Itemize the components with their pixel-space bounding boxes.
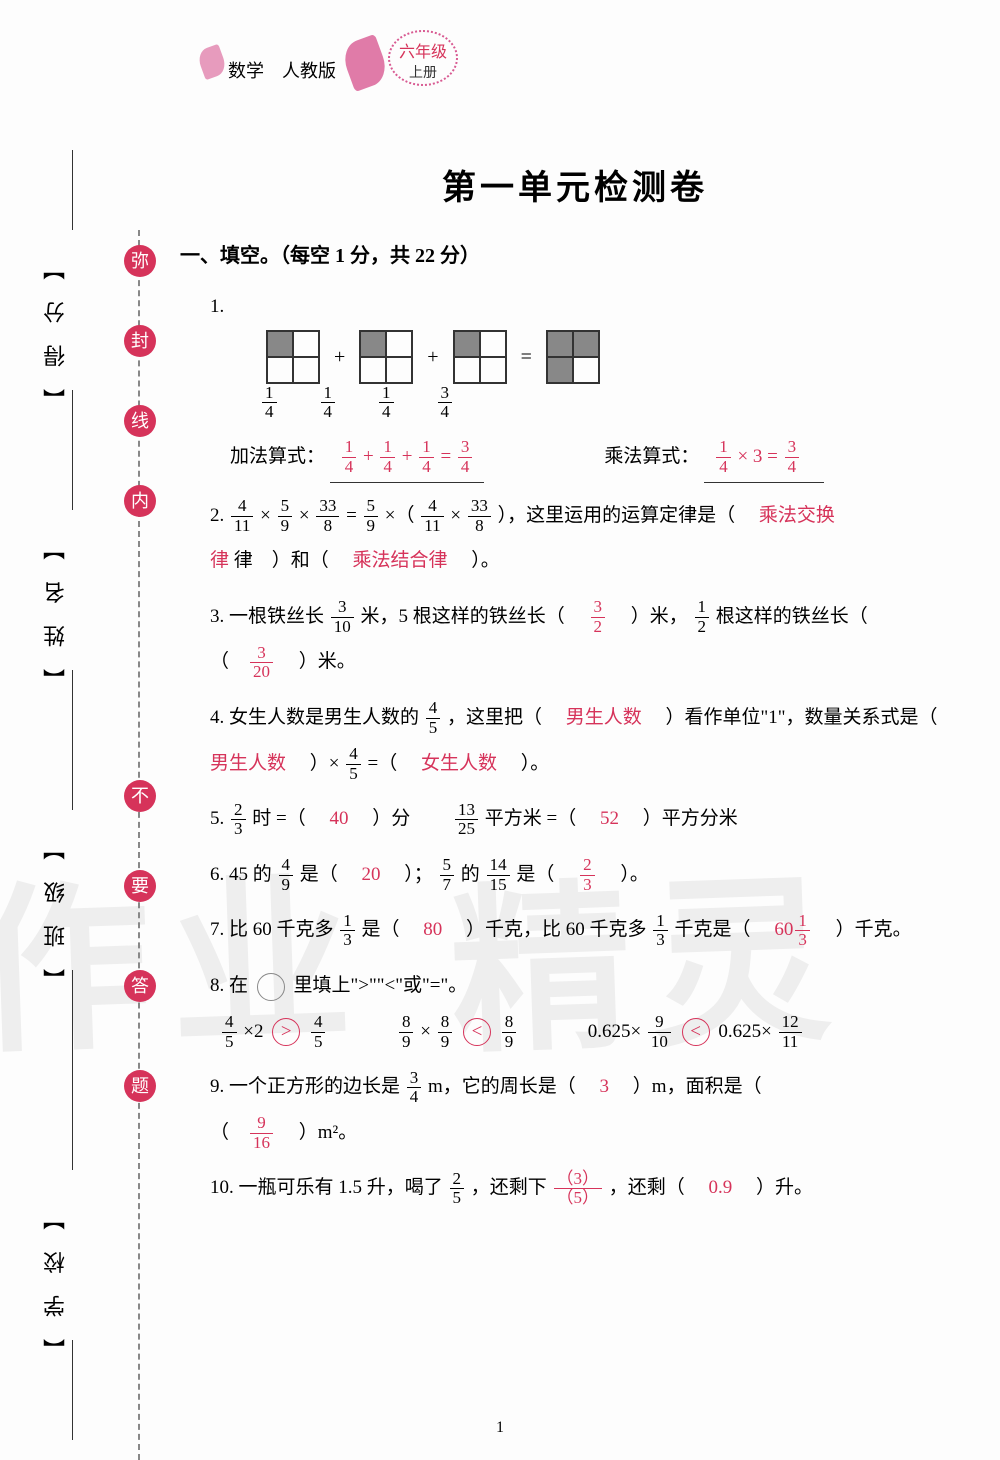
answer: 916 <box>250 1114 273 1152</box>
side-line <box>72 670 73 810</box>
class-label: 【 班 级 】 <box>40 830 72 991</box>
grid-icon <box>266 330 320 384</box>
grade-badge: 六年级 上册 <box>388 30 458 86</box>
answer: 52 <box>600 808 619 829</box>
badge: 题 <box>124 1070 156 1102</box>
answer: < <box>463 1018 491 1046</box>
question-7: 7. 比 60 千克多 13 是（ 80 ）千克，比 60 千克多 13 千克是… <box>210 907 970 953</box>
badge: 线 <box>124 405 156 437</box>
add-formula: 加法算式： 14 + 14 + 14 = 34 <box>230 434 484 483</box>
answer: 乘法结合律 <box>353 550 448 571</box>
answer: 3 <box>600 1076 610 1097</box>
answer: 80 <box>423 919 442 940</box>
answer: 20 <box>362 864 381 885</box>
answer: 男生人数 <box>566 707 642 728</box>
answer: 14 × 3 = 34 <box>704 434 824 483</box>
questions: 1. + + = 14 14 14 34 加法算式： 14 + <box>180 284 970 1211</box>
question-10: 10. 一瓶可乐有 1.5 升，喝了 25 ，还剩下 （3）（5） ，还剩（ 0… <box>210 1165 970 1211</box>
badge: 弥 <box>124 245 156 277</box>
plus: + <box>427 333 438 381</box>
grid-icon <box>359 330 413 384</box>
question-4: 4. 女生人数是男生人数的 45 ，这里把（ 男生人数 ）看作单位"1"，数量关… <box>210 695 970 786</box>
answer: < <box>682 1018 710 1046</box>
grid-icon <box>453 330 507 384</box>
page-header: 数学 人教版 六年级 上册 <box>200 30 550 120</box>
score-label: 【 得 分 】 <box>40 250 72 411</box>
main-content: 第一单元检测卷 一、填空。（每空 1 分，共 22 分） 1. + + = 14… <box>180 160 970 1221</box>
subject: 数学 <box>228 61 264 81</box>
edition: 人教版 <box>282 61 336 81</box>
side-line <box>72 390 73 510</box>
leaf-icon <box>196 44 229 80</box>
frac-label: 34 <box>438 384 453 422</box>
leaf-icon <box>339 34 391 92</box>
badge: 要 <box>124 870 156 902</box>
side-line <box>72 150 73 230</box>
answer: 320 <box>250 644 273 682</box>
badge: 封 <box>124 325 156 357</box>
frac-label: 14 <box>379 384 394 422</box>
blank-circle-icon <box>257 973 285 1001</box>
question-1: 1. + + = 14 14 14 34 加法算式： 14 + <box>210 284 970 483</box>
answer: 23 <box>580 856 595 894</box>
frac-label: 14 <box>262 384 277 422</box>
question-3: 3. 一根铁丝长 310 米，5 根这样的铁丝长（ 32 ）米， 12 根这样的… <box>210 594 970 685</box>
answer: 40 <box>329 808 348 829</box>
answer: （3）（5） <box>554 1170 603 1208</box>
answer: 0.9 <box>709 1177 733 1198</box>
answer: 乘法交换 <box>759 505 835 526</box>
answer: 32 <box>591 598 606 636</box>
page-number: 1 <box>0 1419 1000 1437</box>
answer: 14 + 14 + 14 = 34 <box>330 434 485 483</box>
mul-formula: 乘法算式： 14 × 3 = 34 <box>604 434 824 483</box>
plus: + <box>334 333 345 381</box>
side-line <box>72 1340 73 1440</box>
frac-label: 14 <box>321 384 336 422</box>
question-5: 5. 23 时 =（ 40 ）分 1325 平方米 =（ 52 ）平方分米 <box>210 796 970 842</box>
question-9: 9. 一个正方形的边长是 34 m，它的周长是（ 3 ）m，面积是（ （ 916… <box>210 1064 970 1155</box>
page-title: 第一单元检测卷 <box>180 160 970 209</box>
side-line <box>72 970 73 1170</box>
answer: 女生人数 <box>421 753 497 774</box>
equals: = <box>521 333 532 381</box>
qnum: 1. <box>210 296 224 317</box>
name-label: 【 姓 名 】 <box>40 530 72 691</box>
grade: 六年级 <box>399 44 447 61</box>
question-2: 2. 411 × 59 × 338 = 59 ×（ 411 × 338 ），这里… <box>210 493 970 584</box>
school-label: 【 学 校 】 <box>40 1200 72 1361</box>
answer: 律 <box>210 550 229 571</box>
badge: 答 <box>124 970 156 1002</box>
volume: 上册 <box>409 66 437 81</box>
answer: 男生人数 <box>210 753 286 774</box>
badge: 内 <box>124 485 156 517</box>
grid-icon <box>546 330 600 384</box>
sidebar: 【 得 分 】 【 姓 名 】 【 班 级 】 【 学 校 】 弥 封 线 内 … <box>30 100 140 1380</box>
badge: 不 <box>124 780 156 812</box>
answer: > <box>272 1018 300 1046</box>
answer: 6013 <box>774 919 812 940</box>
question-6: 6. 45 的 49 是（ 20 ）； 57 的 1415 是（ 23 ）。 <box>210 852 970 898</box>
question-8: 8. 在 里填上">""<"或"="。 45 ×2 > 45 89 × 89 <… <box>210 963 970 1054</box>
section-heading: 一、填空。（每空 1 分，共 22 分） <box>180 239 970 268</box>
